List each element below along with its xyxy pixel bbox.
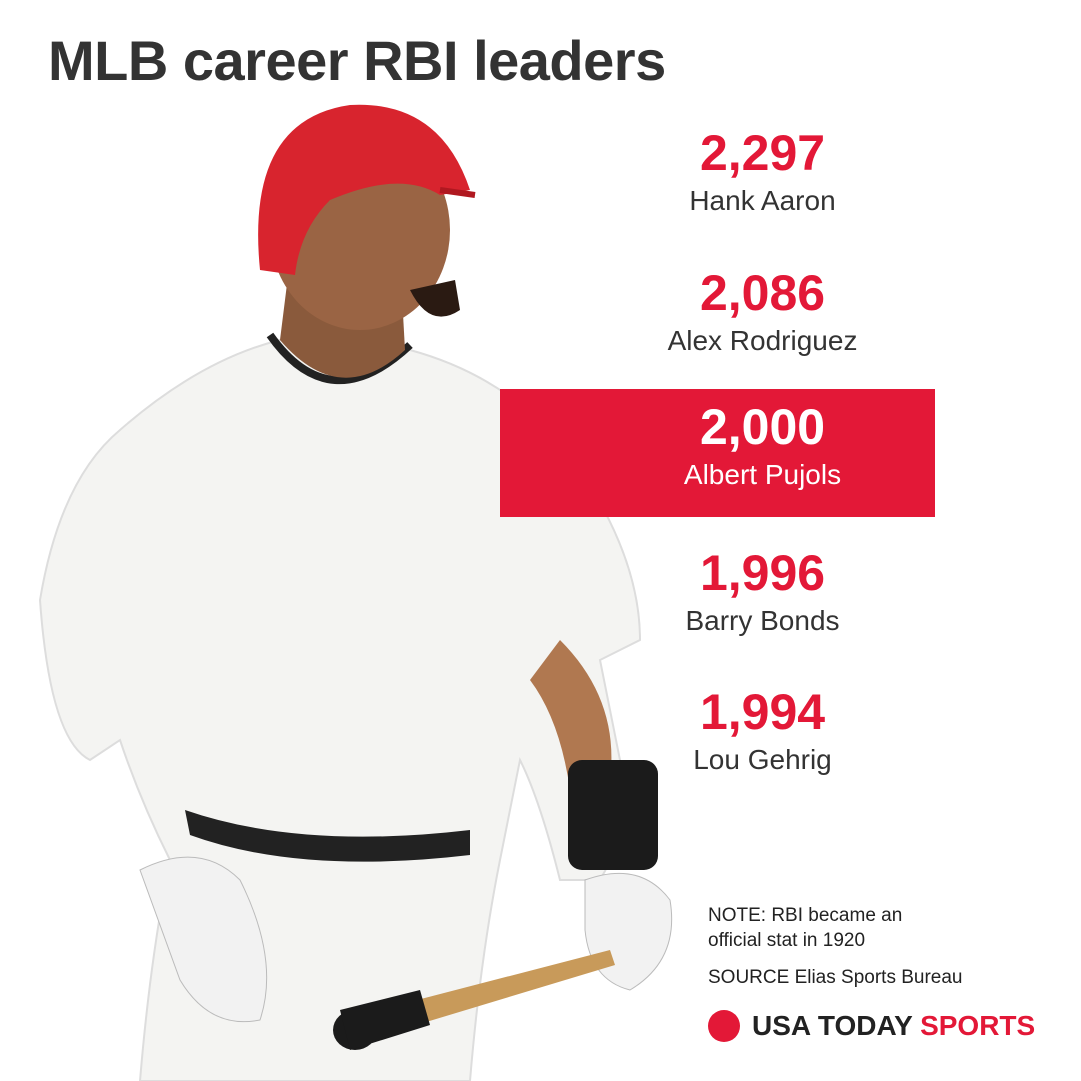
player-photo xyxy=(38,104,673,1081)
rbi-value: 1,994 xyxy=(699,684,826,740)
note: NOTE: RBI became an official stat in 192… xyxy=(708,905,903,951)
logo-dot xyxy=(708,1010,740,1042)
rbi-value: 2,086 xyxy=(699,265,826,321)
brand: USA TODAY SPORTS xyxy=(752,1010,1035,1042)
player-name: Albert Pujols xyxy=(683,459,842,490)
player-name: Lou Gehrig xyxy=(693,744,832,775)
leader-row: 1,996 Barry Bonds xyxy=(590,545,935,639)
rbi-value: 2,297 xyxy=(699,125,826,181)
leader-row: 1,994 Lou Gehrig xyxy=(590,684,935,778)
logo: USA TODAY SPORTS xyxy=(708,1010,1035,1042)
player-name: Barry Bonds xyxy=(685,605,840,636)
leader-row: 2,297 Hank Aaron xyxy=(590,125,935,219)
leader-row: 2,086 Alex Rodriguez xyxy=(590,265,935,359)
brand-name: USA TODAY xyxy=(752,1010,913,1041)
leader-row-highlight: 2,000 Albert Pujols xyxy=(500,389,935,517)
brand-accent: SPORTS xyxy=(920,1010,1036,1041)
player-name: Alex Rodriguez xyxy=(667,325,858,356)
source: SOURCE Elias Sports Bureau xyxy=(708,967,963,988)
rbi-value: 2,000 xyxy=(699,399,826,455)
rbi-value: 1,996 xyxy=(699,545,826,601)
player-name: Hank Aaron xyxy=(689,185,836,216)
title: MLB career RBI leaders xyxy=(48,29,666,92)
